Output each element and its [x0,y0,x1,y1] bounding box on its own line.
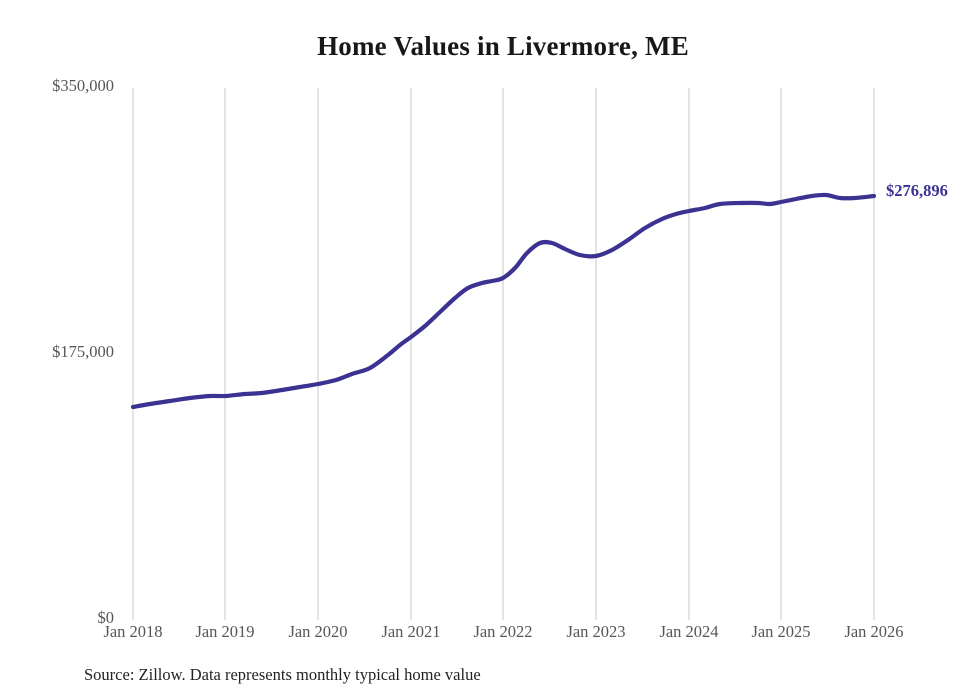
x-axis-tick-label-jan-2020: Jan 2020 [288,622,348,641]
y-axis-tick-label-350000: $350,000 [52,76,114,95]
x-axis-tick-label-jan-2025: Jan 2025 [751,622,811,641]
y-axis-tick-label-0: $0 [97,608,115,627]
x-axis-tick-label-jan-2018: Jan 2018 [103,622,163,641]
chart-title: Home Values in Livermore, ME [317,31,689,61]
x-axis-tick-label-jan-2019: Jan 2019 [195,622,255,641]
source-note: Source: Zillow. Data represents monthly … [84,665,481,684]
end-value-data-label: $276,896 [886,181,948,200]
gridlines [132,88,875,620]
x-axis-tick-label-jan-2022: Jan 2022 [473,622,533,641]
y-axis-tick-label-175000: $175,000 [52,342,114,361]
data-line-series-typical-home-value [130,192,877,410]
x-axis-tick-label-jan-2023: Jan 2023 [566,622,626,641]
x-axis-tick-label-jan-2021: Jan 2021 [381,622,441,641]
x-axis-tick-label-jan-2026: Jan 2026 [844,622,904,641]
x-axis-tick-label-jan-2024: Jan 2024 [659,622,719,641]
